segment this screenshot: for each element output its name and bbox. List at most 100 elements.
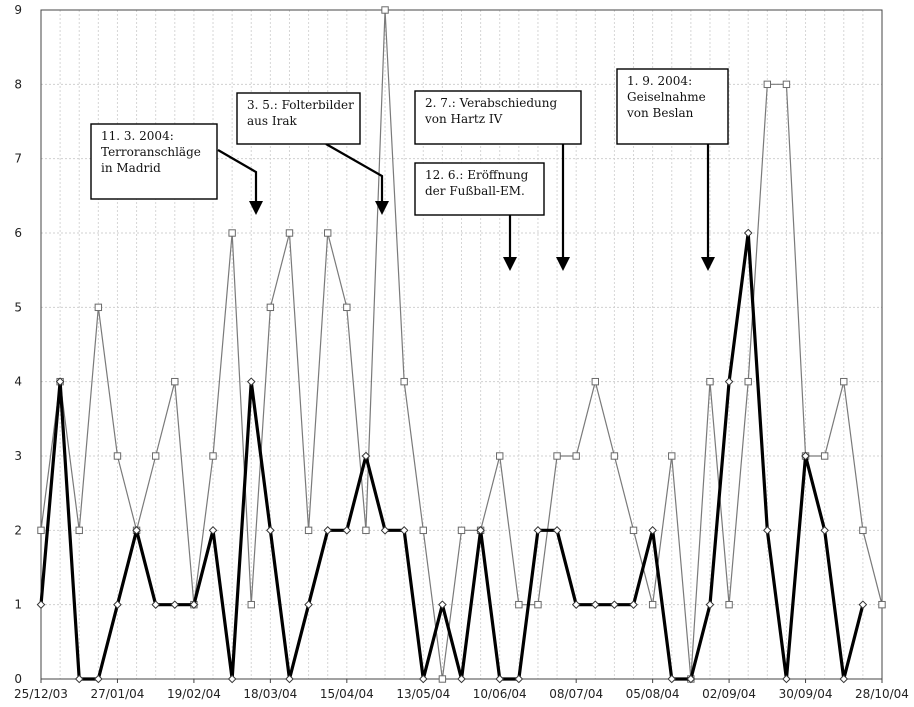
- series-black-point: [820, 526, 829, 535]
- series-black-point: [227, 674, 237, 684]
- series-black-point: [323, 526, 333, 535]
- series-gray-point: [438, 675, 447, 683]
- x-tick-label: 15/04/04: [320, 687, 374, 701]
- series-black-point: [170, 600, 180, 609]
- annotation-text-line: 2. 7.: Verabschiedung: [425, 96, 557, 110]
- y-tick-label: 9: [14, 3, 22, 17]
- annotation-arrow-head: [556, 257, 570, 271]
- series-gray-point: [820, 452, 829, 460]
- y-tick-label: 5: [14, 300, 22, 314]
- annotation-box: [90, 123, 218, 200]
- series-black-point: [648, 526, 657, 535]
- x-tick-label: 27/01/04: [91, 687, 145, 701]
- series-black-point: [457, 674, 466, 684]
- x-tick-label: 02/09/04: [702, 687, 756, 701]
- series-black-point: [839, 674, 849, 684]
- annotation-arrow-line: [325, 143, 384, 206]
- annotation-text-line: 12. 6.: Eröffnung: [425, 168, 529, 182]
- series-gray-point: [553, 452, 561, 460]
- series-black-line: [39, 231, 865, 681]
- annotation-arrow-line: [217, 149, 258, 206]
- series-black-point: [724, 377, 734, 386]
- series-gray-point: [706, 377, 714, 386]
- annotation-box: [414, 90, 582, 145]
- series-black-point: [246, 377, 256, 386]
- series-gray-point: [515, 600, 523, 609]
- series-black-point: [438, 600, 447, 609]
- series-gray-point: [171, 377, 179, 386]
- annotation-arrow-head: [701, 257, 715, 271]
- series-black-point: [94, 674, 103, 684]
- series-gray-point: [285, 229, 294, 237]
- series-black-point: [304, 600, 313, 609]
- annotation-3: 2. 7.: Verabschiedung von Hartz IV: [414, 90, 582, 271]
- series-gray-point: [324, 229, 332, 237]
- y-tick-label: 4: [14, 375, 22, 389]
- series-black-point: [801, 451, 810, 461]
- y-tick-labels: 0 1 2 3 4 5 6 7 8 9: [14, 3, 22, 686]
- series-gray-point: [75, 526, 83, 535]
- series-gray-point: [610, 452, 619, 460]
- series-gray-point: [304, 526, 313, 535]
- x-tick-label: 18/03/04: [243, 687, 297, 701]
- series-gray-point: [725, 600, 733, 609]
- x-tick-label: 05/08/04: [626, 687, 680, 701]
- series-black-point: [533, 526, 543, 535]
- annotation-2: 3. 5.: Folterbilder aus Irak: [236, 92, 389, 215]
- series-black-point: [55, 377, 65, 386]
- series-black-point: [743, 228, 753, 238]
- series-black-point: [113, 600, 122, 609]
- series-gray-point: [37, 526, 45, 535]
- series-gray-point: [763, 80, 772, 89]
- x-tick-label: 30/09/04: [779, 687, 833, 701]
- series-gray-point: [629, 526, 638, 535]
- annotation-box: [414, 162, 545, 216]
- annotation-text-line: 11. 3. 2004:: [101, 129, 174, 143]
- x-tick-label: 13/05/04: [396, 687, 450, 701]
- annotations: 11. 3. 2004: Terroranschläge in Madrid 3. 5…: [90, 68, 729, 271]
- series-gray-point: [400, 377, 408, 386]
- y-tick-label: 7: [14, 152, 22, 166]
- series-black-point: [610, 600, 619, 609]
- series-gray-point: [782, 80, 791, 89]
- series-black-point: [380, 526, 390, 535]
- series-black-point: [285, 674, 294, 684]
- series-gray-point: [381, 6, 389, 14]
- series-gray-point: [209, 452, 217, 460]
- annotation-arrow-head: [249, 201, 263, 215]
- series-gray-point: [591, 377, 599, 386]
- series-gray-point: [457, 526, 466, 535]
- series-gray-point: [744, 377, 752, 386]
- series-gray-point: [534, 600, 542, 609]
- x-tick-label: 08/07/04: [549, 687, 603, 701]
- series-black-point: [74, 674, 84, 684]
- series-gray-point: [419, 526, 427, 535]
- series-gray-point: [496, 452, 504, 460]
- annotation-text-line: von Beslan: [626, 106, 694, 120]
- series-gray-point: [648, 600, 657, 609]
- series-gray-point: [151, 452, 160, 460]
- series-black-point: [782, 674, 791, 684]
- series-black-point: [342, 526, 352, 535]
- series-black-point: [686, 674, 696, 684]
- series-black-point: [132, 526, 141, 535]
- series-gray-point: [859, 526, 867, 535]
- series-black-point: [189, 600, 199, 609]
- annotation-text-line: 3. 5.: Folterbilder: [247, 98, 354, 112]
- series-gray-point: [94, 303, 103, 312]
- annotation-1: 11. 3. 2004: Terroranschläge in Madrid: [90, 123, 263, 215]
- series-gray-point: [266, 303, 275, 312]
- series-black-point: [495, 674, 505, 684]
- annotation-text-line: in Madrid: [101, 161, 161, 175]
- series-black-point: [629, 600, 638, 609]
- y-tick-label: 0: [14, 672, 22, 686]
- series-gray-point: [668, 452, 676, 460]
- series-black-point: [399, 526, 409, 535]
- y-tick-label: 2: [14, 523, 22, 537]
- y-tick-label: 1: [14, 598, 22, 612]
- annotation-box: [236, 92, 361, 145]
- series-black-point: [514, 674, 524, 684]
- y-tick-label: 6: [14, 226, 22, 240]
- series-black-point: [705, 600, 715, 609]
